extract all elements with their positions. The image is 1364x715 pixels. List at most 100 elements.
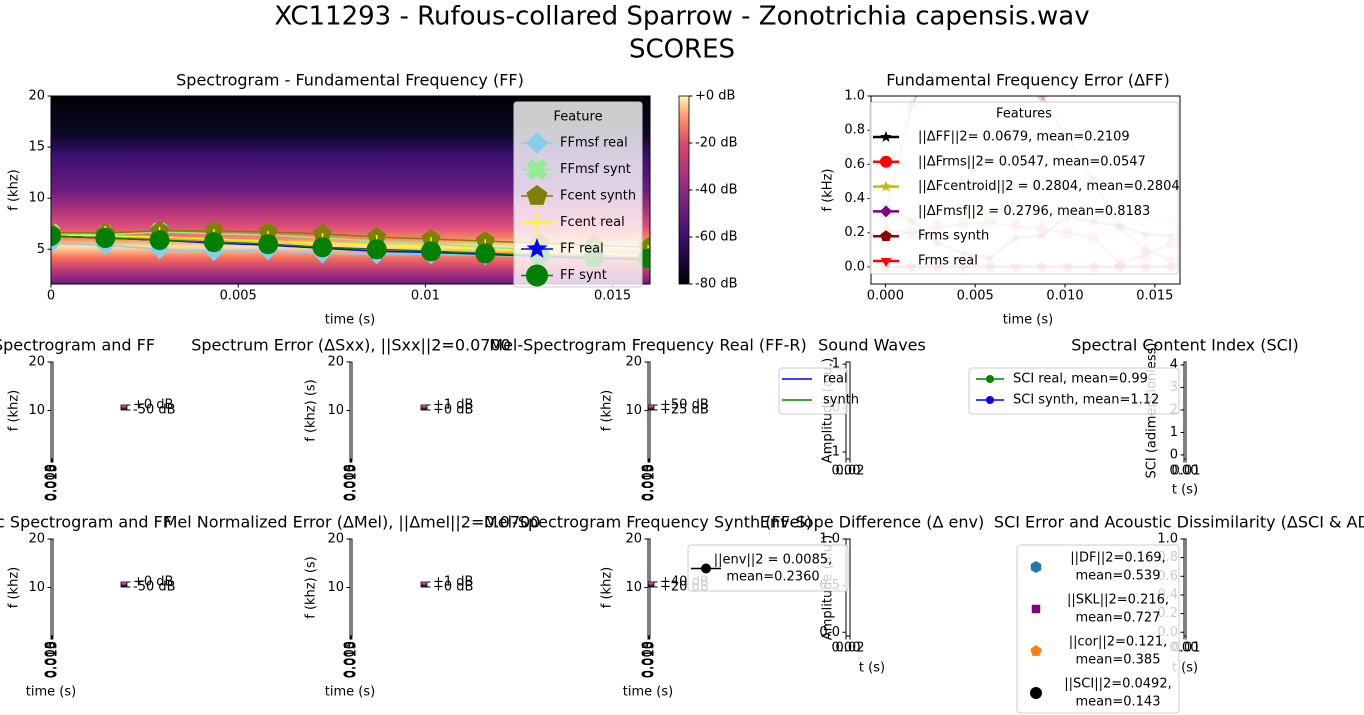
legend-label: mean=0.539 bbox=[1076, 569, 1161, 584]
x-axis-label: t (s) bbox=[859, 661, 885, 676]
legend-label: SCI synth, mean=1.12 bbox=[1013, 393, 1159, 408]
legend-title: Features bbox=[996, 107, 1052, 122]
legend-marker bbox=[1030, 561, 1042, 573]
legend-marker bbox=[880, 131, 892, 142]
legend-marker bbox=[526, 238, 548, 258]
x-tick-label: 0.02 bbox=[836, 641, 865, 656]
legend-label: ||ΔFcentroid||2 = 0.2804, mean=0.2804 bbox=[918, 179, 1180, 194]
x-tick-label: 0.015 bbox=[45, 641, 60, 678]
x-tick-label: 0.005 bbox=[641, 641, 656, 678]
axes-frame bbox=[349, 538, 353, 637]
x-tick-label: 0.005 bbox=[641, 464, 656, 501]
axes-frame bbox=[349, 361, 353, 460]
colorbar bbox=[647, 404, 655, 411]
data-point bbox=[258, 234, 279, 255]
data-point bbox=[420, 241, 441, 262]
y-tick-label: 20 bbox=[28, 355, 45, 370]
colorbar-tick-label: +50 dB bbox=[660, 398, 709, 413]
y-tick-label: 1 bbox=[1170, 425, 1178, 440]
legend-marker bbox=[880, 258, 892, 267]
subplot: Mel-Spectrogram Frequency Real (FF-R) f (… bbox=[489, 336, 806, 502]
legend-label: mean=0.727 bbox=[1076, 611, 1161, 626]
x-tick-label: 0.010 bbox=[1046, 289, 1083, 304]
y-tick-label: 20 bbox=[28, 532, 45, 547]
y-tick-label: 20 bbox=[625, 355, 642, 370]
y-tick-label: 0 bbox=[1170, 447, 1178, 462]
colorbar-tick-label: +0 dB bbox=[695, 89, 735, 104]
y-tick-label: 0.4 bbox=[844, 191, 865, 206]
subplot-title: Spectral Content Index (SCI) bbox=[1071, 336, 1299, 355]
x-tick-label: 0.010 bbox=[344, 641, 359, 678]
legend-label: mean=0.2360 bbox=[726, 570, 819, 585]
x-tick-label: 0.010 bbox=[344, 464, 359, 501]
subplot-title: Mel-Spectrogram Frequency Real (FF-R) bbox=[489, 336, 806, 355]
x-tick-label: 0.01 bbox=[411, 289, 440, 304]
colorbar-tick-label: +1 dB bbox=[433, 398, 473, 413]
data-point bbox=[312, 237, 333, 258]
legend-marker bbox=[880, 230, 892, 242]
subplot: Mel-Spectrogram Frequency Synth (FF-S) ti… bbox=[484, 513, 812, 700]
x-tick-label: 0.010 bbox=[45, 464, 60, 501]
subplot: Spectrum Error (ΔSxx), ||Sxx||2=0.0700 f … bbox=[191, 336, 511, 502]
y-tick-label: 1.0 bbox=[1157, 532, 1178, 547]
subplot: Envelope Difference (Δ env)t (s)Amplitud… bbox=[687, 513, 984, 676]
figure-subtitle: SCORES bbox=[629, 35, 735, 65]
y-tick-label: 0.8 bbox=[844, 123, 865, 138]
legend-label: FFmsf real bbox=[560, 136, 628, 151]
data-point bbox=[1035, 96, 1048, 102]
colorbar-tick-label: +0 dB bbox=[433, 403, 473, 418]
y-axis-label: f (kHz) bbox=[821, 169, 836, 212]
legend-label: FF synt bbox=[560, 268, 607, 283]
legend-box bbox=[869, 101, 1179, 275]
y-tick-label: 10 bbox=[28, 191, 45, 206]
x-tick-label: 0.000 bbox=[641, 641, 656, 678]
legend-label: Fcent real bbox=[560, 215, 625, 230]
legend-label: FF real bbox=[560, 242, 604, 257]
legend-marker bbox=[1031, 604, 1041, 614]
colorbar bbox=[120, 404, 128, 411]
data-point bbox=[203, 232, 224, 253]
subplot-title: Sound Waves bbox=[818, 336, 926, 355]
legend-box bbox=[1016, 544, 1180, 714]
y-axis-label: f (khz) bbox=[7, 169, 22, 210]
y-axis-label: f (khz) (s) bbox=[304, 556, 319, 619]
colorbar bbox=[420, 581, 428, 588]
y-tick-label: 20 bbox=[327, 355, 344, 370]
x-tick-label: 0.00 bbox=[832, 464, 861, 479]
y-tick-label: 1.0 bbox=[819, 532, 840, 547]
x-tick-label: 0.00 bbox=[1170, 464, 1199, 479]
legend-label: ||ΔFF||2= 0.0679, mean=0.2109 bbox=[918, 130, 1130, 145]
y-axis-label: f (khz) bbox=[600, 390, 615, 431]
legend-label: ||SKL||2=0.216, bbox=[1067, 593, 1169, 608]
data-point bbox=[475, 243, 496, 264]
x-tick-label: 0.000 bbox=[641, 464, 656, 501]
x-tick-label: 0.005 bbox=[44, 641, 59, 678]
subplot: Fundamental Frequency Error (ΔFF) time (s… bbox=[821, 71, 1181, 328]
subplot-title: Mel-Spectrogram Frequency Synth (FF-S) bbox=[484, 513, 812, 532]
y-tick-label: 15 bbox=[28, 140, 45, 155]
x-tick-label: 0.005 bbox=[957, 289, 994, 304]
x-tick-label: 0.015 bbox=[1136, 289, 1173, 304]
figure-title: XC11293 - Rufous-collared Sparrow - Zono… bbox=[274, 2, 1089, 32]
x-tick-label: 0.015 bbox=[45, 464, 60, 501]
subplot-title: Spectrum Error (ΔSxx), ||Sxx||2=0.0700 bbox=[191, 336, 511, 355]
colorbar-tick-label: -40 dB bbox=[695, 183, 738, 198]
y-tick-label: 20 bbox=[327, 532, 344, 547]
subplot-title: Mel Normalized Error (ΔMel), ||Δmel||2=0… bbox=[164, 513, 541, 532]
x-tick-label: 0.015 bbox=[642, 641, 657, 678]
legend-marker bbox=[526, 132, 548, 154]
axes-frame bbox=[50, 361, 54, 460]
x-tick-label: 0 bbox=[47, 289, 55, 304]
subplot-title: c Spectrogram and FF bbox=[0, 513, 172, 532]
colorbar-tick-label: +1 dB bbox=[433, 575, 473, 590]
y-tick-label: 10 bbox=[28, 403, 45, 418]
x-axis-label: time (s) bbox=[623, 685, 673, 700]
legend-marker bbox=[526, 211, 548, 234]
x-tick-label: 0.015 bbox=[344, 641, 359, 678]
colorbar-tick-label: +0 dB bbox=[133, 398, 173, 413]
y-tick-label: 4 bbox=[1170, 357, 1178, 372]
legend-label: ||DF||2=0.169, bbox=[1070, 551, 1166, 566]
legend-box bbox=[968, 367, 1180, 415]
x-tick-label: 0.005 bbox=[343, 464, 358, 501]
